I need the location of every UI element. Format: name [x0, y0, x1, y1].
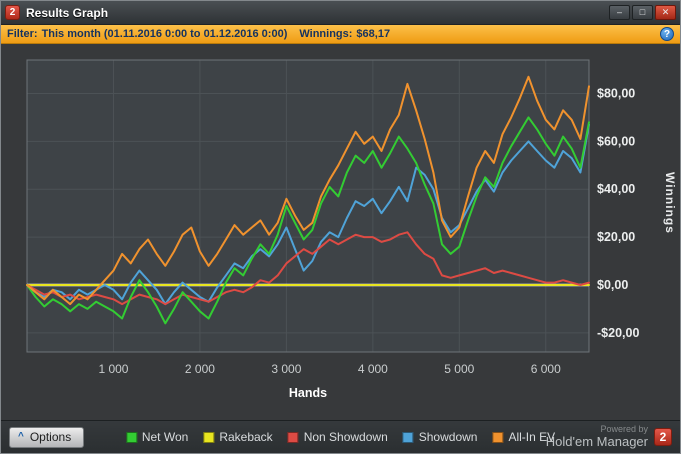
- window-controls: – □ ✕: [609, 5, 676, 20]
- legend-label-showdown: Showdown: [418, 430, 478, 444]
- results-chart[interactable]: $80,00 $60,00 $40,00 $20,00 $0,00 -$20,00 1 00…: [1, 44, 680, 420]
- y-axis-title: Winnings: [663, 172, 677, 234]
- legend-item-net-won[interactable]: Net Won: [125, 430, 189, 444]
- svg-text:$80,00: $80,00: [597, 87, 635, 101]
- brand-name: Hold'em Manager: [545, 433, 648, 449]
- hm2-app-icon: 2: [5, 5, 20, 20]
- legend-item-all-in-ev[interactable]: All-In EV: [492, 430, 555, 444]
- svg-text:3 000: 3 000: [271, 362, 301, 376]
- winnings-value: $68,17: [356, 28, 391, 40]
- filter-label: Filter:: [7, 28, 38, 40]
- legend: Net Won Rakeback Non Showdown Showdown A…: [125, 430, 555, 444]
- all-in-ev-swatch-icon: [492, 431, 504, 443]
- minimize-button[interactable]: –: [609, 5, 630, 20]
- net-won-swatch-icon: [125, 431, 137, 443]
- winnings-label: Winnings:: [299, 28, 353, 40]
- filter-value: This month (01.11.2016 0:00 to 01.12.201…: [41, 28, 288, 40]
- legend-label-all-in-ev: All-In EV: [508, 430, 556, 444]
- options-label: Options: [29, 429, 72, 444]
- hm2-brand-logo-icon: 2: [654, 428, 672, 446]
- maximize-button[interactable]: □: [632, 5, 653, 20]
- svg-text:-$20,00: -$20,00: [597, 326, 639, 340]
- powered-by: Powered by Hold'em Manager 2: [546, 424, 672, 449]
- legend-item-non-showdown[interactable]: Non Showdown: [287, 430, 388, 444]
- svg-text:5 000: 5 000: [444, 362, 474, 376]
- footer-bar: ^ Options Net Won Rakeback Non Showdown …: [1, 420, 680, 453]
- svg-text:$20,00: $20,00: [597, 230, 635, 244]
- chevron-up-icon: ^: [18, 431, 24, 442]
- powered-by-texts: Powered by Hold'em Manager: [546, 424, 648, 449]
- svg-text:$0,00: $0,00: [597, 278, 628, 292]
- legend-label-net-won: Net Won: [141, 430, 189, 444]
- chart-region: $80,00 $60,00 $40,00 $20,00 $0,00 -$20,00 1 00…: [1, 44, 680, 420]
- showdown-swatch-icon: [402, 431, 414, 443]
- svg-text:6 000: 6 000: [531, 362, 561, 376]
- svg-text:Hands: Hands: [289, 386, 327, 400]
- svg-text:$40,00: $40,00: [597, 182, 635, 196]
- legend-item-showdown[interactable]: Showdown: [402, 430, 478, 444]
- options-button[interactable]: ^ Options: [9, 426, 85, 448]
- svg-text:4 000: 4 000: [358, 362, 388, 376]
- legend-label-rakeback: Rakeback: [219, 430, 273, 444]
- close-button[interactable]: ✕: [655, 5, 676, 20]
- filter-bar: Filter: This month (01.11.2016 0:00 to 0…: [1, 25, 680, 44]
- titlebar[interactable]: 2 Results Graph – □ ✕: [1, 1, 680, 25]
- legend-item-rakeback[interactable]: Rakeback: [203, 430, 273, 444]
- powered-by-text: Powered by: [600, 424, 648, 435]
- non-showdown-swatch-icon: [287, 431, 299, 443]
- legend-label-non-showdown: Non Showdown: [303, 430, 388, 444]
- window-title: Results Graph: [26, 5, 109, 20]
- help-icon[interactable]: ?: [660, 27, 674, 41]
- svg-text:$60,00: $60,00: [597, 134, 635, 148]
- rakeback-swatch-icon: [203, 431, 215, 443]
- svg-text:2 000: 2 000: [185, 362, 215, 376]
- svg-text:1 000: 1 000: [98, 362, 128, 376]
